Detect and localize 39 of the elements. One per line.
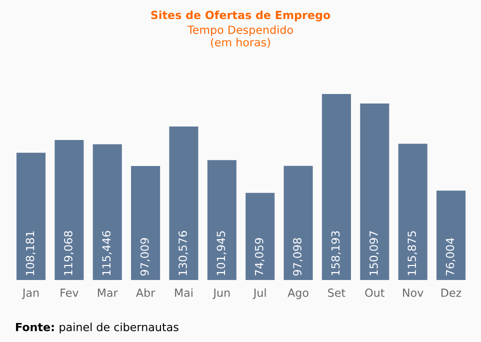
bar bbox=[436, 190, 466, 280]
x-tick-label: Abr bbox=[136, 288, 156, 297]
data-label: 150,097 bbox=[369, 231, 379, 276]
bar bbox=[246, 192, 275, 280]
data-label: 119,068 bbox=[64, 231, 74, 276]
x-tick-label: Mar bbox=[98, 288, 118, 297]
bar bbox=[322, 94, 351, 280]
data-label: 97,098 bbox=[293, 238, 303, 276]
x-tick-label: Jan bbox=[22, 288, 39, 299]
chart-title: Sites de Ofertas de Emprego bbox=[151, 10, 330, 22]
data-label: 115,446 bbox=[102, 231, 112, 276]
x-tick-label: Fev bbox=[60, 288, 78, 297]
data-label: 115,875 bbox=[408, 231, 418, 276]
data-label: 101,945 bbox=[216, 231, 226, 276]
bar bbox=[92, 144, 122, 280]
x-tick-label: Set bbox=[328, 288, 346, 297]
x-tick-label: Dez bbox=[441, 288, 462, 297]
bar bbox=[16, 152, 46, 280]
x-tick-label: Ago bbox=[288, 288, 308, 300]
bar bbox=[207, 160, 236, 280]
data-label: 97,009 bbox=[140, 238, 150, 276]
data-label: 74,059 bbox=[254, 238, 264, 276]
data-label: 108,181 bbox=[26, 231, 36, 276]
bar bbox=[360, 104, 390, 280]
data-label: 76,004 bbox=[446, 238, 456, 276]
x-tick-label: Mai bbox=[175, 288, 192, 297]
x-tick-label: Out bbox=[365, 288, 384, 297]
source-note: Fonte: painel de cibernautas bbox=[16, 322, 178, 334]
bar bbox=[284, 166, 313, 280]
data-label: 130,576 bbox=[178, 231, 188, 276]
x-tick-label: Jul bbox=[252, 288, 266, 299]
bar bbox=[398, 144, 428, 280]
x-tick-label: Jun bbox=[212, 288, 230, 299]
bar bbox=[131, 166, 160, 280]
bar bbox=[54, 140, 84, 280]
chart-subtitle: Tempo Despendido (em horas) bbox=[187, 25, 293, 48]
data-label: 158,193 bbox=[331, 231, 341, 276]
x-tick-label: Nov bbox=[403, 288, 424, 297]
bar bbox=[169, 126, 198, 280]
